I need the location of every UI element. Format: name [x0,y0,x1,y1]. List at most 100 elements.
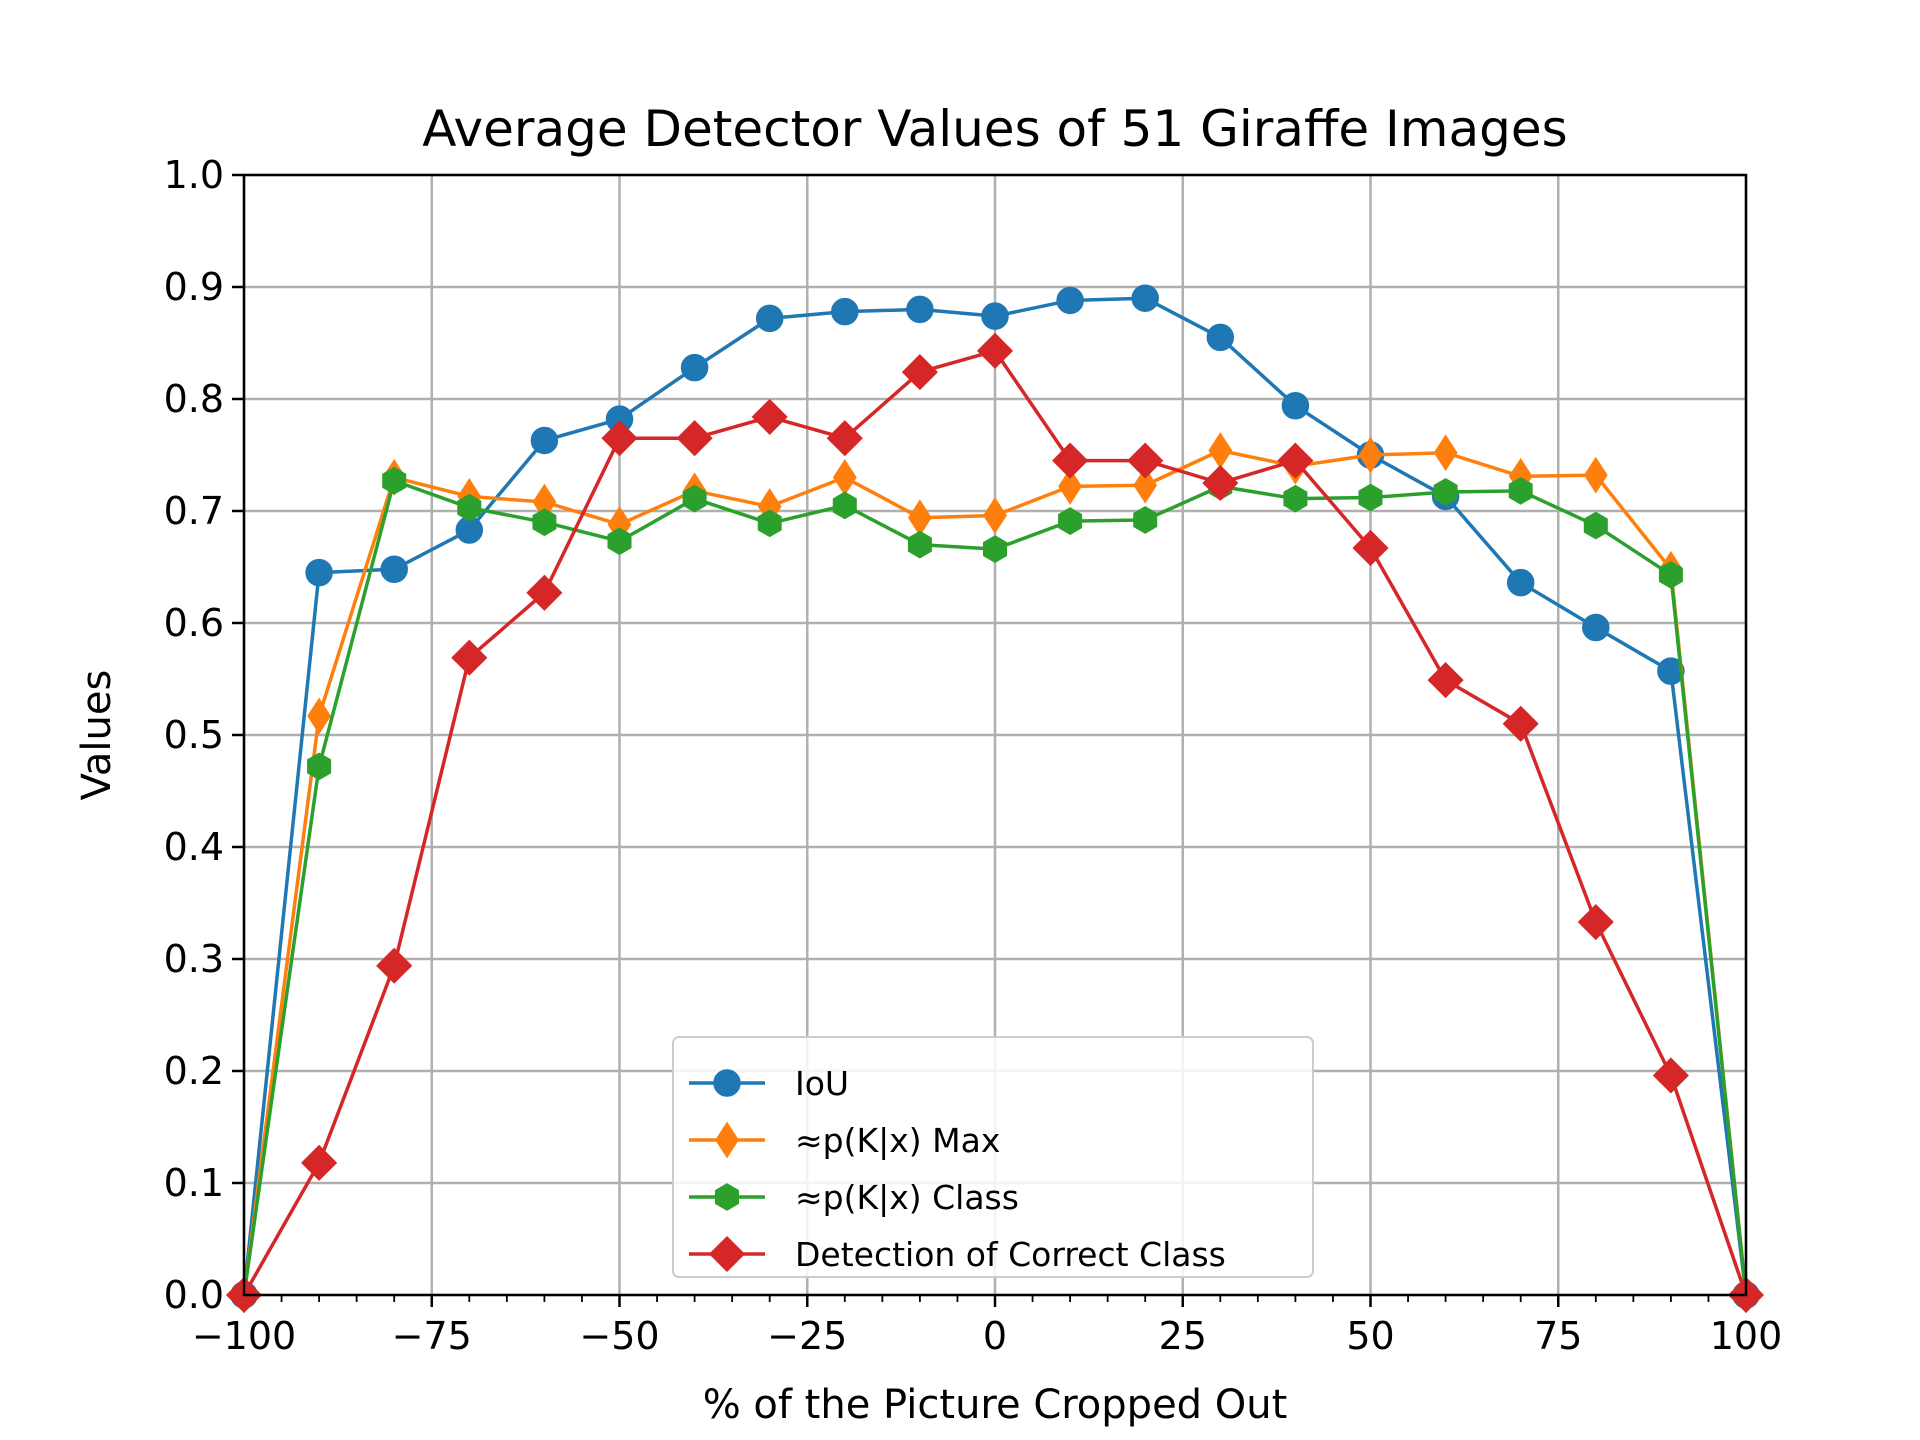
legend-marker [713,1069,741,1097]
legend-label: Detection of Correct Class [795,1235,1226,1274]
data-point [307,697,331,735]
data-point [757,509,782,538]
legend: IoU ≈p(K|x) Max ≈p(K|x) Class Detection of … [672,1036,1314,1278]
axis-ticks: −100 −75 −50 −25 0 25 50 75 100 0.0 0.1 0.2 0.3 0.4 0.… [164,153,1783,1358]
data-point [607,527,632,556]
data-point [1133,506,1158,534]
y-tick-label: 0.9 [164,265,224,309]
y-tick-label: 0.3 [164,937,224,981]
data-point [1583,511,1608,540]
data-point [1277,442,1314,479]
data-point [1058,467,1082,505]
data-point [1582,613,1610,642]
x-tick-label: 25 [1159,1314,1207,1358]
data-point [1652,1057,1689,1094]
data-series [225,284,1765,1314]
data-point [1127,442,1164,479]
legend-label: ≈p(K|x) Max [795,1121,1000,1160]
x-axis-label: % of the Picture Cropped Out [703,1382,1288,1428]
data-point [831,297,859,326]
x-tick-label: 50 [1346,1314,1394,1358]
data-point [982,535,1008,563]
data-point [983,497,1007,534]
data-point [532,508,557,537]
plot-area-frame [242,173,1748,1297]
data-point [755,304,784,333]
data-point [1133,466,1158,504]
data-point [305,558,333,587]
data-point [907,530,932,559]
data-point [751,398,788,435]
data-point [1577,903,1614,941]
data-point [1206,323,1235,352]
data-point [1433,478,1458,506]
legend-marker [715,1121,739,1159]
data-point [1358,483,1383,512]
data-point [1052,442,1089,479]
data-point [1056,286,1084,315]
legend-box [672,1036,1314,1278]
series-4 [225,332,1765,1314]
data-point [906,295,934,324]
data-point [1202,464,1239,502]
data-point [1058,507,1083,535]
legend-item: Detection of Correct Class [689,1235,1226,1274]
y-tick-label: 0.0 [164,1273,224,1317]
data-point [1131,284,1159,312]
legend-label: ≈p(K|x) Class [795,1178,1019,1217]
data-point [1657,657,1685,685]
data-point [832,491,857,520]
data-point [1433,434,1458,472]
legend-item: IoU [689,1064,849,1103]
data-point [380,555,408,583]
x-tick-label: 100 [1710,1314,1783,1358]
y-tick-label: 0.2 [164,1049,224,1093]
data-point [680,353,709,382]
data-point [976,332,1014,369]
data-point [457,493,482,522]
legend-label: IoU [795,1064,849,1103]
data-point [382,466,407,495]
data-point [601,420,638,457]
data-point [901,354,938,391]
x-tick-label: 0 [983,1314,1007,1358]
y-tick-label: 0.7 [164,489,224,533]
data-point [1427,662,1464,699]
y-tick-label: 0.5 [164,713,224,757]
x-tick-label: −25 [767,1314,847,1358]
data-point [451,639,488,676]
legend-item: ≈p(K|x) Max [689,1121,1000,1160]
data-point [376,947,413,984]
chart-title: Average Detector Values of 51 Giraffe Im… [422,100,1567,158]
y-tick-label: 1.0 [164,153,224,197]
data-point [1658,560,1683,589]
data-point [1506,568,1535,597]
data-point [1583,456,1608,494]
x-tick-label: 75 [1534,1314,1582,1358]
data-point [1281,391,1310,420]
data-point [981,302,1009,330]
data-point [1283,484,1308,513]
legend-item: ≈p(K|x) Class [689,1178,1019,1217]
y-axis-label: Values [74,670,120,801]
data-point [530,426,559,455]
x-tick-label: −100 [192,1314,296,1358]
data-point [301,1144,338,1181]
data-point [1358,436,1383,474]
legend-marker [714,1183,740,1211]
data-point [682,484,707,513]
data-point [676,420,713,457]
legend-marker [708,1235,746,1273]
data-point [307,752,332,781]
data-point [1352,529,1389,567]
data-point [826,420,863,457]
x-tick-label: −75 [392,1314,472,1358]
y-tick-label: 0.1 [164,1161,224,1205]
x-tick-label: −50 [579,1314,659,1358]
data-point [1508,476,1533,505]
y-tick-label: 0.4 [164,825,224,869]
y-tick-label: 0.6 [164,601,224,645]
data-point [526,574,563,611]
y-tick-label: 0.8 [164,377,224,421]
